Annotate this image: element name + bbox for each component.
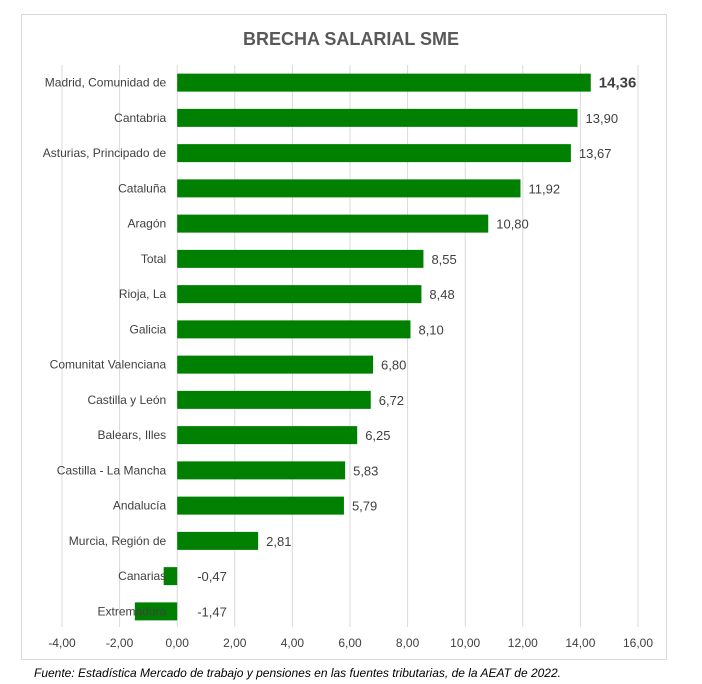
category-label: Madrid, Comunidad de xyxy=(45,76,167,90)
x-tick-label: 4,00 xyxy=(281,636,305,650)
category-label: Cataluña xyxy=(118,181,166,195)
value-label: 8,48 xyxy=(429,287,454,302)
x-tick-label: -2,00 xyxy=(106,636,134,650)
category-label: Cantabria xyxy=(114,111,166,125)
category-label: Asturias, Principado de xyxy=(43,146,167,160)
bar xyxy=(177,249,424,268)
chart-title: BRECHA SALARIAL SME xyxy=(243,29,459,49)
value-label: 13,90 xyxy=(586,111,619,126)
x-tick-label: 14,00 xyxy=(565,636,595,650)
category-label: Extremadura xyxy=(97,604,166,618)
x-tick-label: 16,00 xyxy=(623,636,653,650)
bar xyxy=(177,179,521,198)
value-label: 8,10 xyxy=(418,322,443,337)
bar xyxy=(177,390,371,409)
value-label: 5,83 xyxy=(353,463,378,478)
x-tick-label: 12,00 xyxy=(508,636,538,650)
chart-frame: BRECHA SALARIAL SME Madrid, Comunidad de… xyxy=(21,14,667,660)
category-labels: Madrid, Comunidad de Cantabria Asturias, P… xyxy=(43,76,167,619)
value-label: 13,67 xyxy=(579,146,612,161)
bar xyxy=(177,496,344,515)
value-label: 2,81 xyxy=(266,534,291,549)
x-tick-label: -4,00 xyxy=(48,636,76,650)
bar xyxy=(177,285,422,304)
bar xyxy=(177,461,346,480)
category-label: Total xyxy=(141,252,166,266)
bar xyxy=(177,355,374,374)
value-label: 11,92 xyxy=(528,181,560,196)
value-label: 8,55 xyxy=(431,252,456,267)
bar xyxy=(134,602,178,621)
x-tick-label: 6,00 xyxy=(338,636,362,650)
category-label: Castilla - La Mancha xyxy=(57,463,167,477)
bar xyxy=(177,214,489,233)
bar xyxy=(177,426,358,445)
category-label: Comunitat Valenciana xyxy=(50,358,167,372)
x-tick-label: 2,00 xyxy=(223,636,247,650)
x-tick-label: 10,00 xyxy=(450,636,480,650)
value-label: -0,47 xyxy=(197,569,227,584)
value-label: 6,25 xyxy=(365,428,390,443)
value-label: 10,80 xyxy=(496,217,529,232)
value-label: 14,36 xyxy=(599,75,637,92)
category-label: Balears, Illes xyxy=(97,428,166,442)
category-label: Aragón xyxy=(127,217,166,231)
source-note: Fuente: Estadística Mercado de trabajo y… xyxy=(34,666,561,680)
category-label: Castilla y León xyxy=(87,393,166,407)
value-label: 6,72 xyxy=(379,393,404,408)
bar xyxy=(177,320,411,339)
x-tick-label: 8,00 xyxy=(396,636,420,650)
value-label: -1,47 xyxy=(197,604,227,619)
x-tick-label: 0,00 xyxy=(166,636,190,650)
bar xyxy=(177,73,591,92)
value-label: 5,79 xyxy=(352,499,377,514)
bars xyxy=(134,73,591,621)
category-label: Galicia xyxy=(130,322,167,336)
x-axis-tick-labels: -4,00 -2,00 0,00 2,00 4,00 6,00 8,00 10,00 12,00… xyxy=(48,636,653,650)
bar-chart: BRECHA SALARIAL SME Madrid, Comunidad de… xyxy=(43,29,654,650)
category-label: Canarias xyxy=(118,569,166,583)
category-label: Andalucía xyxy=(113,499,167,513)
value-label: 6,80 xyxy=(381,358,406,373)
category-label: Murcia, Región de xyxy=(69,534,167,548)
bar xyxy=(177,108,578,127)
bar xyxy=(177,144,571,163)
value-labels: 14,36 13,90 13,67 11,92 10,80 8,55 8,48 8,10 6,8… xyxy=(197,75,636,620)
bar xyxy=(177,531,259,550)
category-label: Rioja, La xyxy=(119,287,167,301)
bar xyxy=(163,567,178,586)
